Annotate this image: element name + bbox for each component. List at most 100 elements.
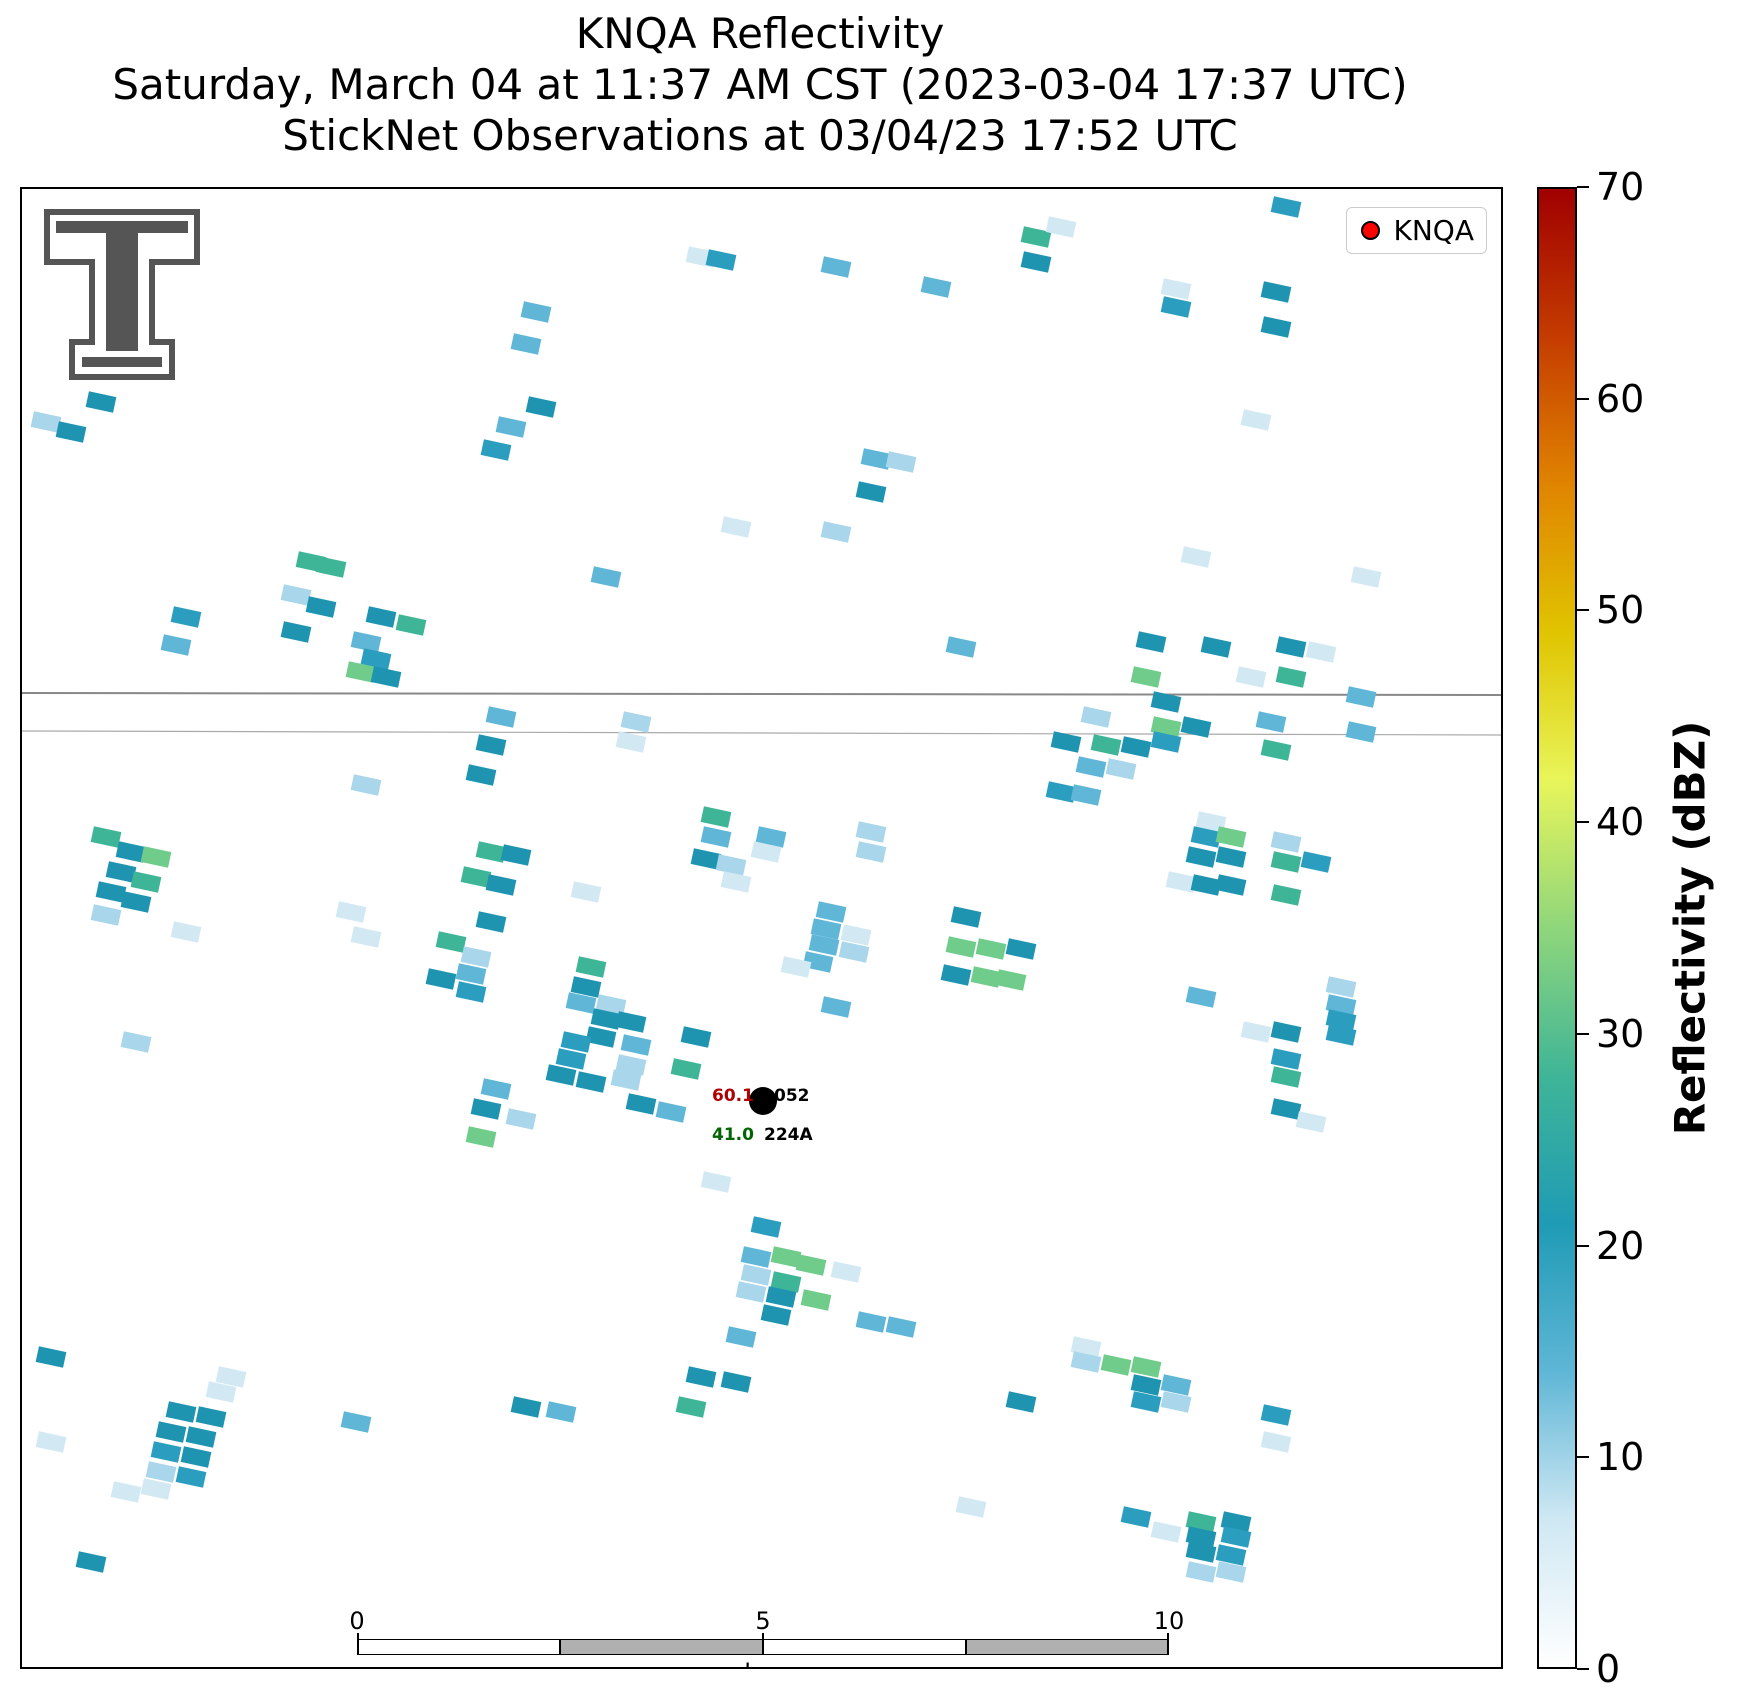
reflectivity-gate bbox=[35, 1346, 67, 1368]
colorbar-tick-label: 20 bbox=[1596, 1223, 1645, 1268]
reflectivity-gate bbox=[1190, 874, 1222, 896]
reflectivity-gate bbox=[425, 968, 457, 990]
colorbar-tick-label: 10 bbox=[1596, 1435, 1645, 1480]
reflectivity-gate bbox=[350, 926, 382, 948]
reflectivity-gate bbox=[975, 938, 1007, 960]
reflectivity-gate bbox=[485, 874, 517, 896]
sticknet-station-marker[interactable] bbox=[749, 1087, 777, 1115]
reflectivity-gate bbox=[620, 1034, 652, 1056]
reflectivity-gate bbox=[655, 1101, 687, 1123]
reflectivity-gate bbox=[830, 1261, 862, 1283]
reflectivity-gate bbox=[345, 661, 377, 683]
reflectivity-gate bbox=[740, 1264, 772, 1286]
reflectivity-gate bbox=[1105, 758, 1137, 780]
figure-title: KNQA Reflectivity Saturday, March 04 at … bbox=[0, 8, 1520, 161]
colorbar-tick bbox=[1577, 397, 1589, 400]
reflectivity-gate bbox=[725, 1326, 757, 1348]
reflectivity-gate bbox=[165, 1401, 197, 1423]
reflectivity-gate bbox=[140, 1478, 172, 1500]
colorbar-tick bbox=[1577, 1244, 1589, 1247]
reflectivity-gate bbox=[1020, 251, 1052, 273]
reflectivity-gate bbox=[1100, 1354, 1132, 1376]
reflectivity-gate bbox=[1260, 1404, 1292, 1426]
title-radar: KNQA Reflectivity bbox=[575, 9, 945, 58]
reflectivity-gate bbox=[1350, 566, 1382, 588]
reflectivity-gate bbox=[780, 956, 812, 978]
reflectivity-gate bbox=[460, 946, 492, 968]
reflectivity-gate bbox=[350, 774, 382, 796]
reflectivity-gate bbox=[1325, 976, 1357, 998]
texas-tech-logo bbox=[42, 207, 202, 391]
reflectivity-gate bbox=[1120, 736, 1152, 758]
reflectivity-gate bbox=[485, 706, 517, 728]
reflectivity-gate bbox=[150, 1441, 182, 1463]
reflectivity-gate bbox=[1160, 278, 1192, 300]
reflectivity-gate bbox=[1220, 1526, 1252, 1548]
station-id-top: 052 bbox=[774, 1086, 810, 1106]
reflectivity-gate bbox=[1270, 1066, 1302, 1088]
reflectivity-gate bbox=[585, 1026, 617, 1048]
reflectivity-gate bbox=[1120, 1506, 1152, 1528]
reflectivity-gate bbox=[1255, 711, 1287, 733]
reflectivity-gate bbox=[365, 606, 397, 628]
reflectivity-gate bbox=[185, 1426, 217, 1448]
reflectivity-gate bbox=[160, 634, 192, 656]
reflectivity-gate bbox=[1270, 196, 1302, 218]
reflectivity-gate bbox=[855, 481, 887, 503]
reflectivity-gate bbox=[90, 904, 122, 926]
reflectivity-gate bbox=[480, 439, 512, 461]
station-id-bottom: 224A bbox=[764, 1125, 813, 1145]
reflectivity-gate bbox=[340, 1411, 372, 1433]
reflectivity-gate bbox=[770, 1246, 802, 1268]
reflectivity-gate bbox=[1135, 631, 1167, 653]
reflectivity-gate bbox=[1080, 706, 1112, 728]
scale-segment-4 bbox=[966, 1639, 1169, 1655]
reflectivity-gate bbox=[30, 411, 62, 433]
radar-map[interactable]: KNQA 60.1 052 41.0 224A 0 5 10 km bbox=[20, 187, 1503, 1669]
reflectivity-gate bbox=[1005, 1391, 1037, 1413]
reflectivity-gate bbox=[170, 921, 202, 943]
reflectivity-gate bbox=[90, 826, 122, 848]
scale-unit-label: km bbox=[744, 1659, 781, 1667]
reflectivity-gate bbox=[590, 1008, 622, 1030]
reflectivity-gate bbox=[820, 996, 852, 1018]
reflectivity-gate bbox=[1150, 1521, 1182, 1543]
county-line-lower bbox=[22, 730, 1501, 736]
colorbar-tick-label: 40 bbox=[1596, 800, 1645, 845]
reflectivity-gate bbox=[1215, 1544, 1247, 1566]
reflectivity-gate bbox=[1240, 1021, 1272, 1043]
reflectivity-gate bbox=[700, 1171, 732, 1193]
reflectivity-gate bbox=[95, 881, 127, 903]
reflectivity-gate bbox=[720, 1371, 752, 1393]
reflectivity-gate bbox=[810, 918, 842, 940]
reflectivity-gate bbox=[1130, 1374, 1162, 1396]
reflectivity-gate bbox=[720, 516, 752, 538]
reflectivity-gate bbox=[1215, 1561, 1247, 1583]
reflectivity-gate bbox=[700, 826, 732, 848]
reflectivity-gate bbox=[115, 841, 147, 863]
reflectivity-gate bbox=[1195, 811, 1227, 833]
reflectivity-gate bbox=[675, 1396, 707, 1418]
reflectivity-gate bbox=[700, 806, 732, 828]
legend-label: KNQA bbox=[1393, 214, 1475, 247]
radar-site-marker-icon bbox=[1360, 221, 1380, 240]
reflectivity-gate bbox=[615, 1054, 647, 1076]
reflectivity-gate bbox=[1240, 409, 1272, 431]
reflectivity-gate bbox=[75, 1551, 107, 1573]
reflectivity-gate bbox=[590, 566, 622, 588]
reflectivity-gate bbox=[620, 711, 652, 733]
reflectivity-gate bbox=[1275, 636, 1307, 658]
reflectivity-gate bbox=[140, 846, 172, 868]
reflectivity-gate bbox=[735, 1281, 767, 1303]
reflectivity-gate bbox=[1260, 316, 1292, 338]
reflectivity-gate bbox=[565, 992, 597, 1014]
reflectivity-gate bbox=[475, 841, 507, 863]
reflectivity-gate bbox=[685, 1366, 717, 1388]
reflectivity-gate bbox=[615, 731, 647, 753]
reflectivity-gate bbox=[802, 951, 834, 973]
reflectivity-gate bbox=[838, 941, 870, 963]
reflectivity-gate bbox=[510, 333, 542, 355]
reflectivity-gate bbox=[840, 924, 872, 946]
reflectivity-gate bbox=[860, 448, 892, 470]
reflectivity-gate bbox=[575, 1071, 607, 1093]
